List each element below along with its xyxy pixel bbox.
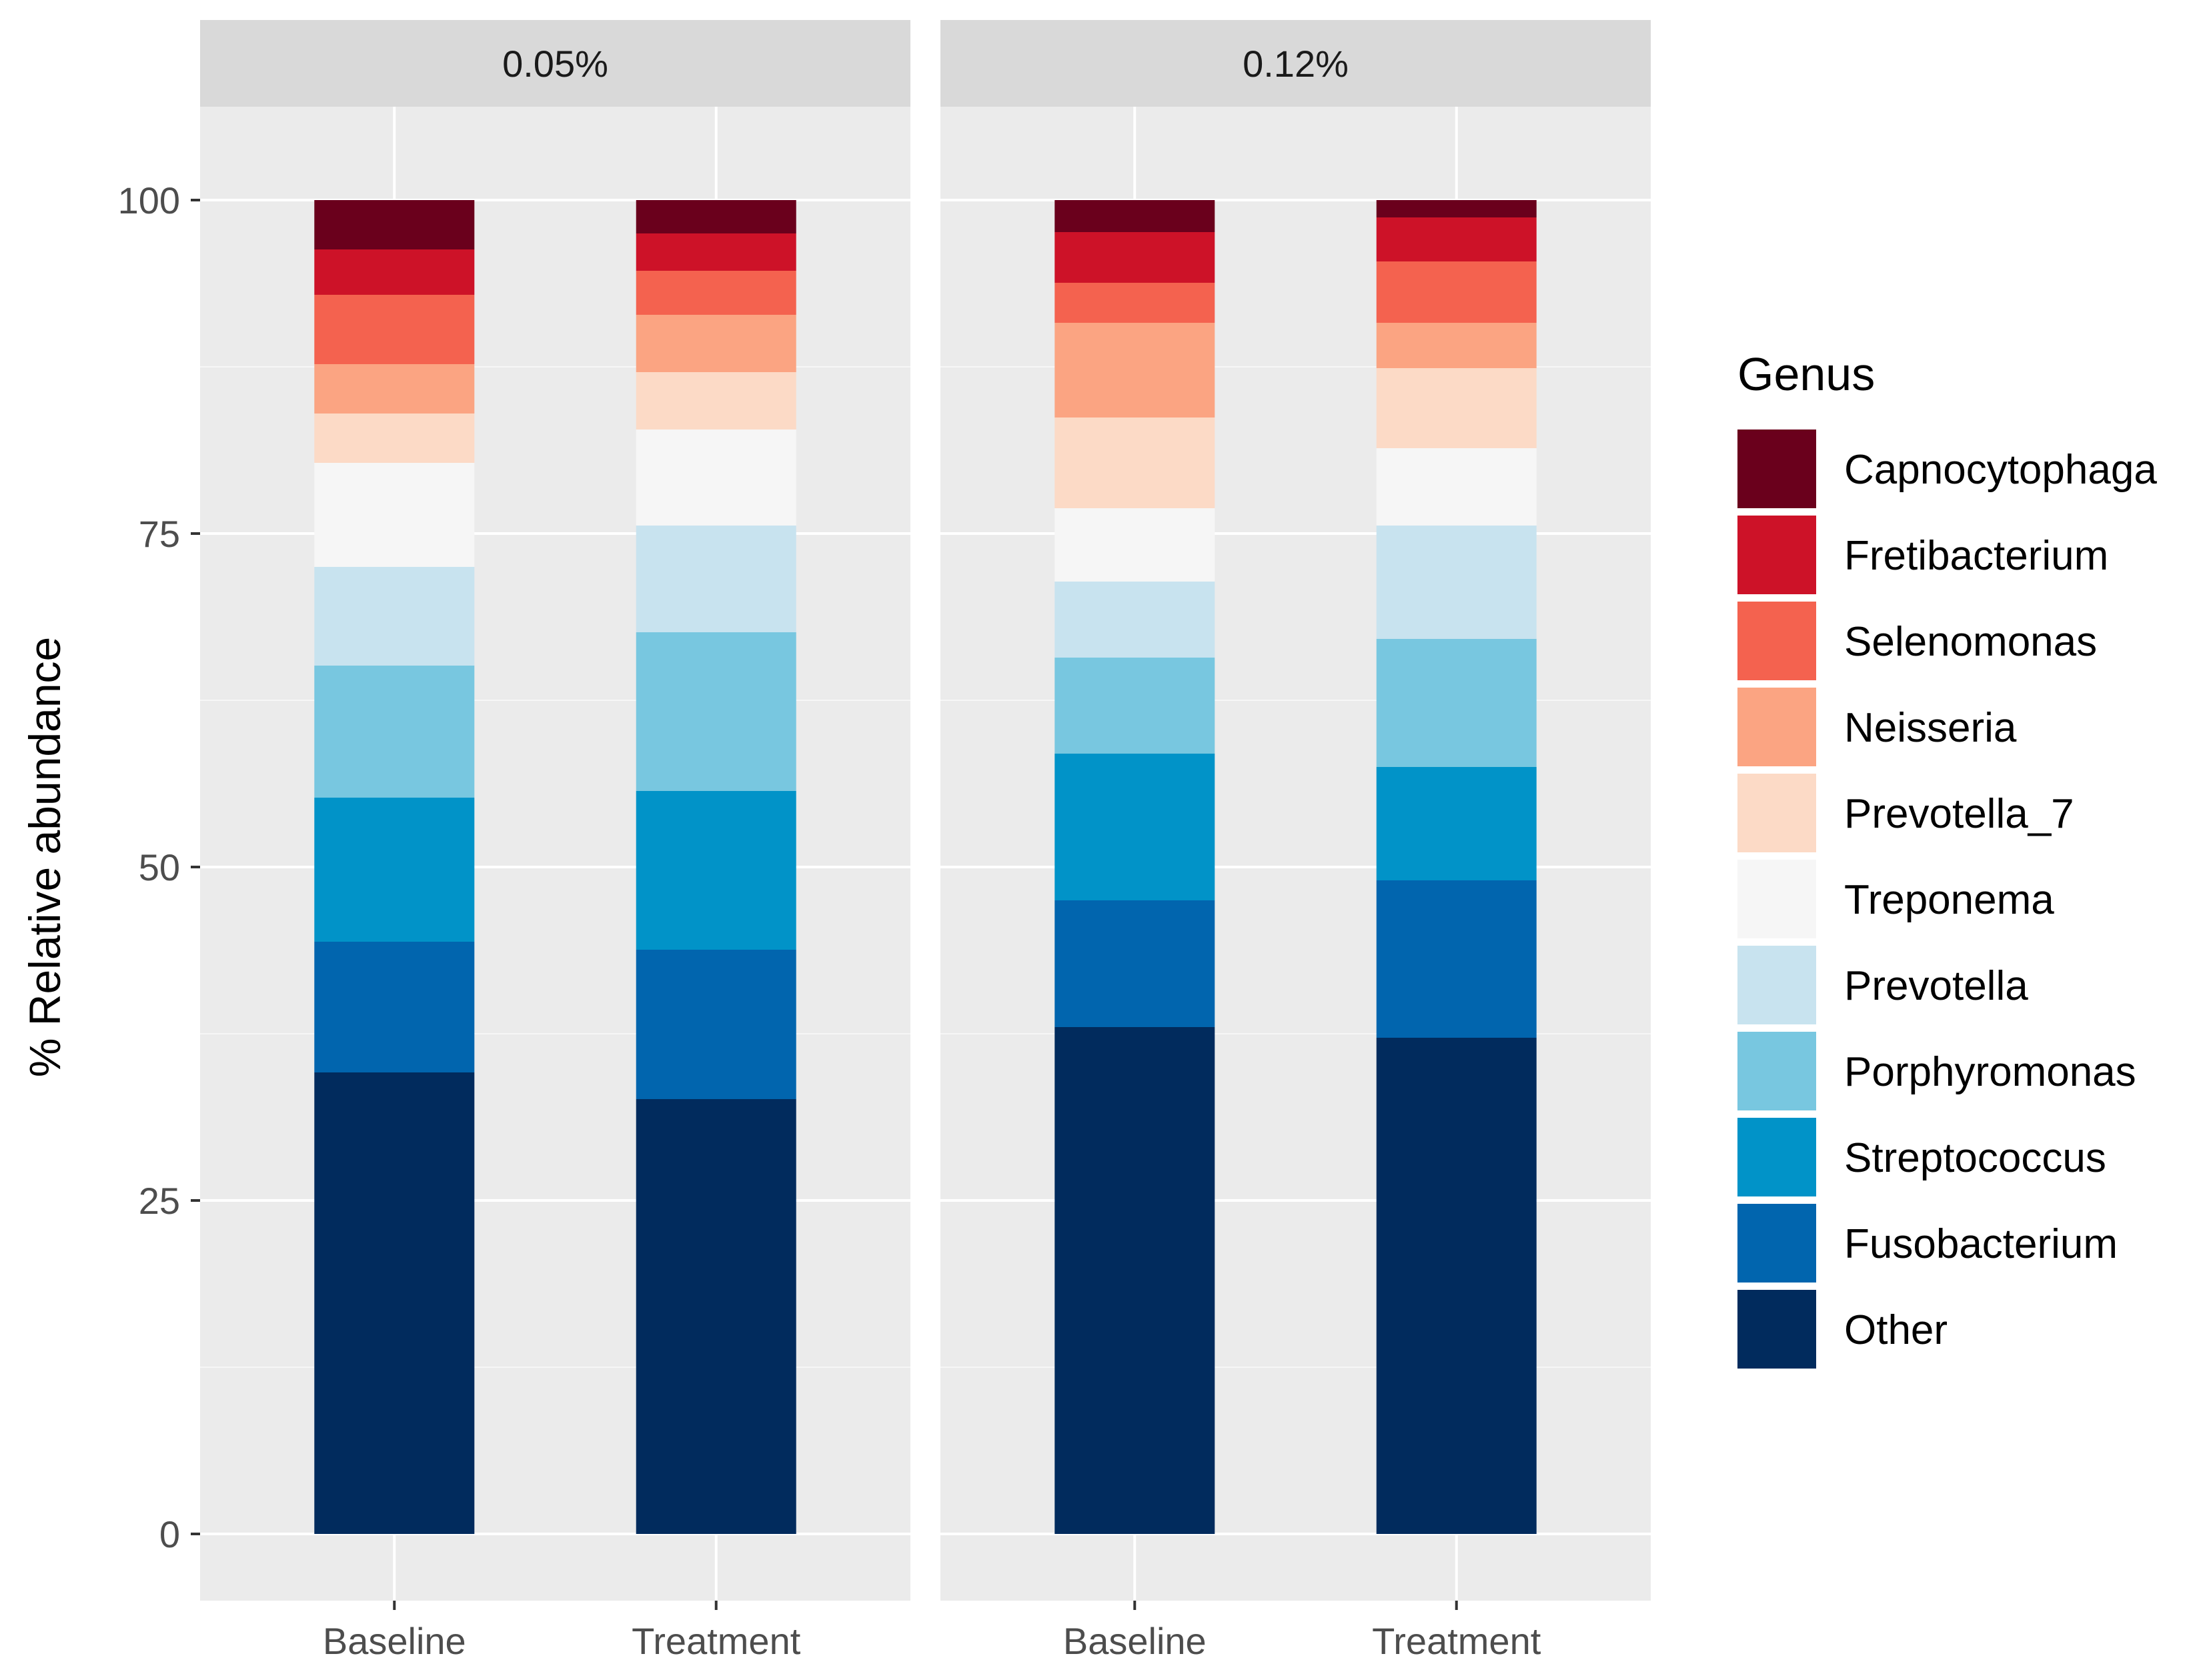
bar-segment-prevotella-7 [1054,417,1215,508]
bar-segment-streptococcus [636,791,796,950]
bar-segment-other [1376,1038,1537,1534]
y-tick-label: 75 [139,513,180,555]
bar-segment-neisseria [314,364,475,413]
legend-key-fretibacterium [1737,516,1816,594]
y-tick-label: 0 [159,1513,180,1555]
facet-strip [200,20,910,107]
bar-segment-streptococcus [1054,754,1215,900]
bar-segment-prevotella-7 [314,413,475,463]
facet-label: 0.05% [502,43,608,85]
facet-label: 0.12% [1243,43,1349,85]
y-tick-label: 50 [139,846,180,888]
legend-key-prevotella [1737,946,1816,1024]
legend-key-neisseria [1737,688,1816,766]
legend-key-streptococcus [1737,1118,1816,1196]
legend-label-treponema: Treponema [1844,877,2054,923]
bar-segment-treponema [636,430,796,526]
bar-segment-porphyromonas [1376,639,1537,767]
legend-label-neisseria: Neisseria [1844,705,2017,751]
legend-label-porphyromonas: Porphyromonas [1844,1049,2136,1095]
bar-segment-selenomonas [636,271,796,315]
bar-segment-neisseria [1376,323,1537,368]
legend-label-prevotella: Prevotella [1844,963,2028,1009]
bar-segment-selenomonas [314,295,475,364]
x-tick-label: Treatment [1372,1620,1541,1662]
bar-segment-neisseria [636,315,796,372]
legend-label-other: Other [1844,1307,1948,1353]
bar-segment-fretibacterium [1376,217,1537,261]
facet-strip [940,20,1651,107]
bar-segment-porphyromonas [636,632,796,791]
bar-segment-treponema [1376,448,1537,526]
legend-label-capnocytophaga: Capnocytophaga [1844,447,2157,493]
legend-key-porphyromonas [1737,1032,1816,1110]
bar-segment-fusobacterium [1054,900,1215,1027]
legend-key-fusobacterium [1737,1204,1816,1283]
legend-label-selenomonas: Selenomonas [1844,619,2097,665]
y-tick-label: 25 [139,1180,180,1222]
bar-segment-prevotella [1054,582,1215,658]
x-tick-label: Baseline [323,1620,466,1662]
bar-segment-prevotella-7 [1376,368,1537,448]
bar-segment-other [636,1099,796,1534]
bar-segment-selenomonas [1054,283,1215,323]
legend-key-prevotella-7 [1737,774,1816,852]
y-tick-label: 100 [118,179,180,221]
y-axis-label: % Relative abundance [20,637,69,1077]
bar-segment-fusobacterium [636,950,796,1099]
bar-segment-prevotella-7 [636,372,796,430]
bar-segment-prevotella [1376,526,1537,639]
bar-segment-treponema [1054,508,1215,582]
bar-segment-fretibacterium [636,233,796,271]
legend-label-streptococcus: Streptococcus [1844,1135,2106,1181]
bar-segment-other [314,1072,475,1534]
panel-background [940,107,1651,1601]
bar-segment-streptococcus [314,798,475,942]
bar-segment-other [1054,1027,1215,1534]
legend-key-capnocytophaga [1737,430,1816,508]
bar-segment-porphyromonas [314,666,475,798]
bar-segment-fusobacterium [1376,880,1537,1038]
x-tick-label: Treatment [632,1620,801,1662]
bar-segment-neisseria [1054,323,1215,417]
bar-segment-treponema [314,463,475,567]
legend-label-fusobacterium: Fusobacterium [1844,1221,2118,1267]
legend-label-fretibacterium: Fretibacterium [1844,533,2108,579]
bar-segment-prevotella [636,526,796,632]
x-tick-label: Baseline [1063,1620,1207,1662]
bar-segment-porphyromonas [1054,658,1215,754]
bar-segment-capnocytophaga [314,200,475,249]
bar-segment-fretibacterium [1054,232,1215,283]
bar-segment-capnocytophaga [636,200,796,233]
legend-key-selenomonas [1737,602,1816,680]
bar-segment-capnocytophaga [1054,200,1215,232]
panel-background [200,107,910,1601]
legend-title: Genus [1737,348,1875,400]
bar-segment-selenomonas [1376,261,1537,323]
bar-segment-capnocytophaga [1376,200,1537,217]
legend-key-other [1737,1290,1816,1369]
bar-segment-prevotella [314,567,475,666]
bar-segment-streptococcus [1376,767,1537,880]
legend-label-prevotella-7: Prevotella_7 [1844,791,2074,837]
bar-segment-fusobacterium [314,942,475,1072]
bar-segment-fretibacterium [314,249,475,295]
legend-key-treponema [1737,860,1816,938]
